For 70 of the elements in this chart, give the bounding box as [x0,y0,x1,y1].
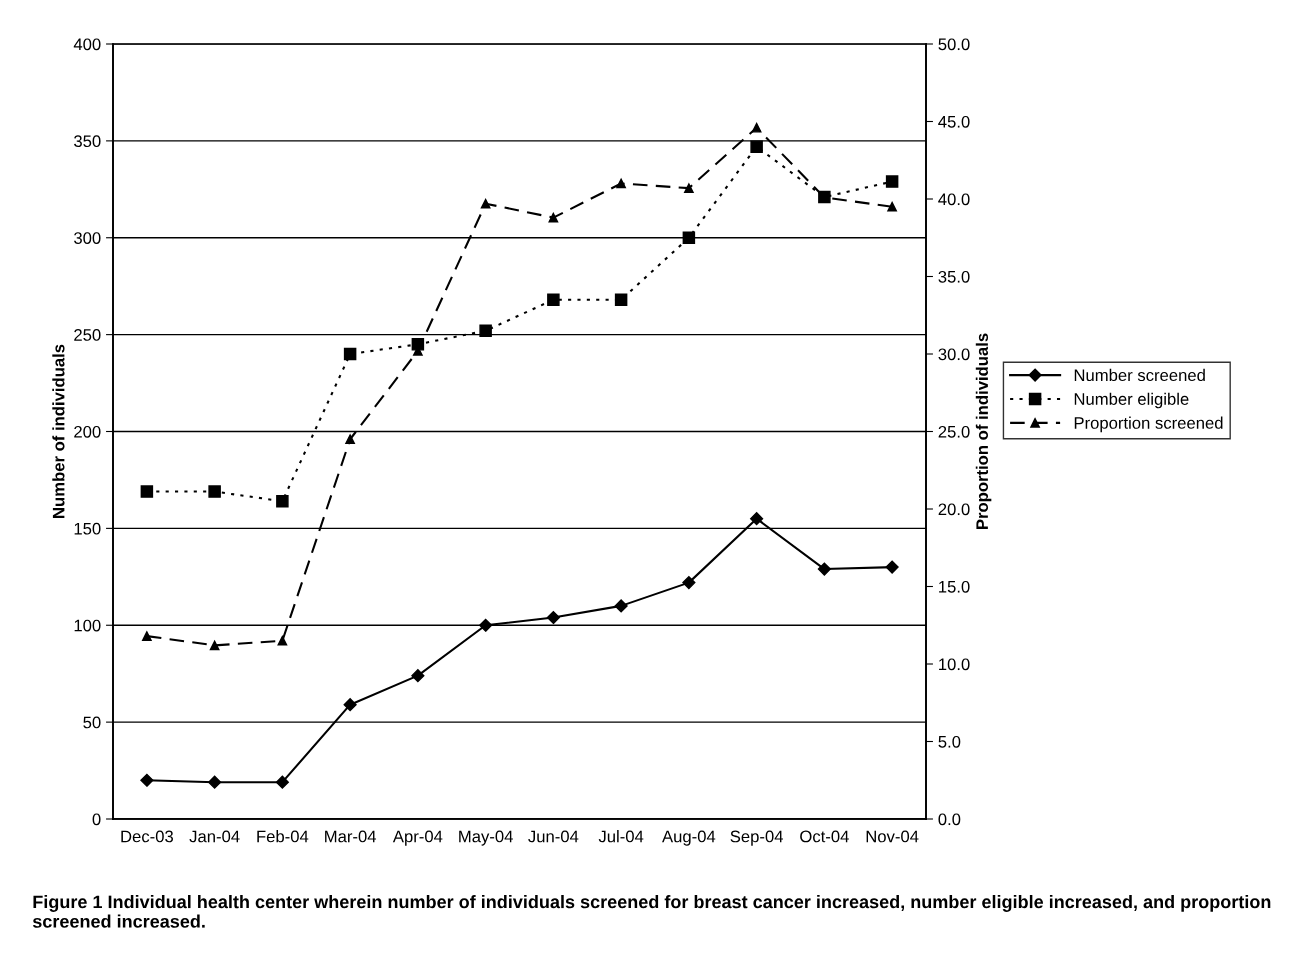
y-tick-label: 150 [74,522,101,535]
point [887,201,897,212]
point [343,347,357,361]
y-tick-label: 200 [74,425,101,438]
point [684,183,694,194]
y2-tick-label: 5.0 [938,735,961,748]
point [479,324,492,338]
point [479,618,493,632]
point [614,599,628,613]
point [209,640,220,651]
point [208,775,222,789]
y2-tick-label: 20.0 [938,503,970,516]
point [817,562,831,576]
y2-tick-label: 25.0 [938,425,970,438]
x-tick-label: Jul-04 [598,830,644,843]
legend-label: Number screened [1074,368,1205,382]
point [682,231,696,245]
x-tick-label: Jan-04 [189,830,240,843]
caption: Figure 1 Individual health center wherein number of individuals screened for breast cancer increased, number eligible increased, and proportion screened increased. [32,895,1271,928]
y2-tick-label: 35.0 [938,270,970,283]
x-tick-label: Oct-04 [800,830,849,843]
x-tick-label: Feb-04 [257,830,309,843]
x-tick-label: Aug-04 [662,830,716,846]
point [546,610,560,625]
point [616,178,626,189]
y-tick-label: 350 [74,135,101,148]
y-axis-title: Number of individuals [52,344,65,518]
legend-label: Number eligible [1074,392,1189,409]
y2-axis-title: Proportion of individuals [975,333,992,529]
point [275,775,289,789]
y2-tick-label: 45.0 [938,115,970,128]
y-tick-label: 100 [74,619,101,632]
point [750,140,763,153]
point [208,485,221,498]
x-tick-label: Sep-04 [730,830,784,846]
y-tick-label: 50 [83,716,101,729]
y2-tick-label: 10.0 [939,658,970,671]
x-tick-label: Jun-04 [528,830,579,843]
x-tick-label: Apr-04 [392,830,443,846]
point [614,293,628,307]
legend-label: Proportion screened [1074,416,1223,433]
point [885,175,899,188]
y2-tick-label: 50.0 [938,38,970,51]
point [750,512,764,526]
x-tick-label: May-04 [459,830,513,846]
point [140,773,154,787]
point [343,698,357,712]
y-tick-label: 300 [74,232,101,244]
point [345,434,355,445]
y-tick-label: 400 [73,38,101,51]
point [411,669,425,683]
point [885,560,899,574]
point [142,631,152,641]
y-tick-label: 250 [74,329,101,341]
y-tick-label: 0 [92,813,101,826]
x-tick-label: Nov-04 [866,830,919,843]
y2-tick-label: 15.0 [939,580,970,593]
point [276,494,289,508]
point [140,485,154,498]
point [751,122,762,133]
y2-tick-label: 0.0 [938,813,961,826]
y2-tick-label: 40.0 [938,193,970,206]
point [682,576,696,590]
x-tick-label: Dec-03 [121,830,174,843]
point [548,212,559,223]
x-tick-label: Mar-04 [325,830,377,843]
point [277,635,288,646]
y2-tick-label: 30.0 [938,348,970,361]
point [480,198,491,209]
point [547,293,560,307]
